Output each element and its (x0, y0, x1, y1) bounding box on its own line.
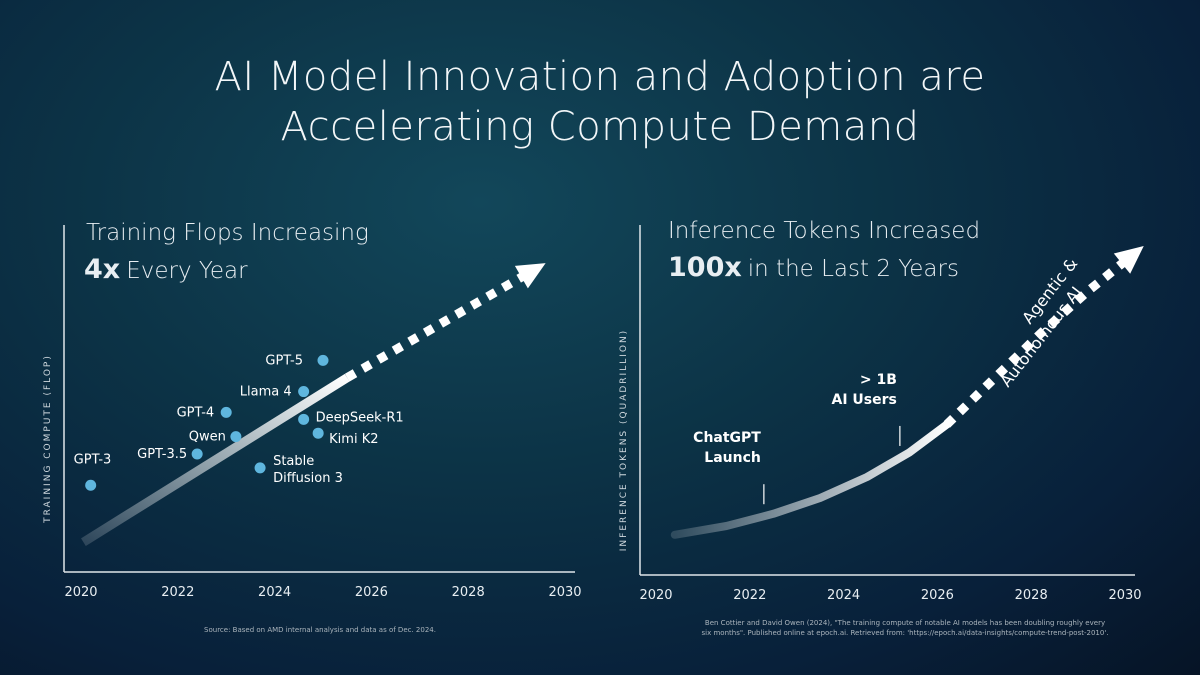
right-chart-title: Inference Tokens Increased (668, 218, 981, 244)
right-subtitle-rest: in the Last 2 Years (747, 256, 959, 282)
x-tick-label: 2026 (355, 585, 388, 600)
footnote-right: Ben Cottier and David Owen (2024), "The … (690, 618, 1120, 638)
trend-arrow-head (1113, 246, 1144, 274)
x-tick-label: 2022 (733, 588, 766, 603)
data-point-label: Stable (273, 454, 314, 469)
annotation-label: AI Users (832, 392, 897, 408)
left-chart-title: Training Flops Increasing (86, 220, 369, 246)
left-subtitle-rest: Every Year (126, 258, 248, 284)
data-point (254, 462, 266, 474)
annotation-label: ChatGPT (693, 430, 761, 446)
data-point (298, 413, 310, 425)
trend-line-projected (344, 271, 528, 382)
data-point (85, 479, 97, 491)
title-line-2: Accelerating Compute Demand (280, 104, 920, 150)
right-chart-subtitle: 100x in the Last 2 Years (668, 252, 959, 283)
x-tick-label: 2022 (161, 585, 194, 600)
x-tick-label: 2020 (639, 588, 672, 603)
data-point-label: Llama 4 (240, 385, 292, 400)
x-tick-label: 2028 (452, 585, 485, 600)
trend-arrow-head (514, 263, 546, 289)
footnote-right-line-1: Ben Cottier and David Owen (2024), "The … (704, 619, 1106, 627)
annotation-label: Launch (704, 450, 761, 466)
left-subtitle-bold: 4x (84, 254, 121, 285)
data-point (317, 354, 329, 366)
trend-line-solid (81, 373, 350, 546)
data-point-label: GPT-4 (177, 405, 215, 420)
trend-curve-solid (670, 420, 951, 539)
y-axis-label: INFERENCE TOKENS (QUADRILLION) (619, 329, 629, 551)
data-point-label: Kimi K2 (329, 432, 378, 447)
trend-curve-projected (943, 257, 1128, 428)
x-tick-label: 2024 (258, 585, 291, 600)
annotation-label: > 1B (860, 372, 897, 388)
title-line-1: AI Model Innovation and Adoption are (214, 54, 986, 100)
data-point-label: DeepSeek-R1 (316, 410, 404, 425)
x-tick-label: 2030 (1108, 588, 1141, 603)
footnote-right-line-2: six months". Published online at epoch.a… (701, 629, 1109, 637)
data-point-label: Diffusion 3 (273, 471, 343, 486)
right-subtitle-bold: 100x (668, 252, 742, 283)
x-tick-label: 2028 (1015, 588, 1048, 603)
x-tick-label: 2030 (548, 585, 581, 600)
data-point-label: GPT-3 (74, 452, 112, 467)
data-point (230, 431, 242, 443)
data-point-label: Qwen (189, 430, 226, 445)
y-axis-label: TRAINING COMPUTE (FLOP) (43, 354, 53, 524)
data-point (312, 427, 324, 439)
x-tick-label: 2026 (921, 588, 954, 603)
x-tick-label: 2020 (64, 585, 97, 600)
footnote-left: Source: Based on AMD internal analysis a… (204, 626, 436, 634)
data-point (220, 406, 232, 418)
left-chart-subtitle: 4x Every Year (84, 254, 248, 285)
data-point (191, 448, 203, 460)
slide-title: AI Model Innovation and Adoption are Acc… (0, 52, 1200, 152)
x-tick-label: 2024 (827, 588, 860, 603)
data-point-label: GPT-5 (265, 353, 303, 368)
data-point (298, 386, 310, 398)
data-point-label: GPT-3.5 (137, 447, 187, 462)
